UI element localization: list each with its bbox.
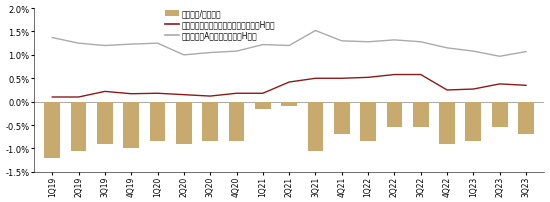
Bar [334,102,350,135]
Bar [45,102,60,158]
Bar [492,102,508,128]
Bar [176,102,192,144]
Bar [387,102,402,128]
Bar [360,102,376,142]
Bar [123,102,139,149]
Bar [465,102,481,142]
Bar [97,102,113,144]
Bar [518,102,534,135]
Bar [413,102,428,128]
Bar [307,102,323,151]
Bar [229,102,244,142]
Bar [202,102,218,142]
Bar [255,102,271,109]
Bar [281,102,297,107]
Bar [439,102,455,144]
Legend: 钓鐵超配/低配幅度, 主动偏股型基金钓鐵行业重仓占比（含H股）, 钓鐵行业占A股市値比（不含H股）: 钓鐵超配/低配幅度, 主动偏股型基金钓鐵行业重仓占比（含H股）, 钓鐵行业占A股… [166,9,276,40]
Bar [150,102,166,142]
Bar [71,102,86,151]
